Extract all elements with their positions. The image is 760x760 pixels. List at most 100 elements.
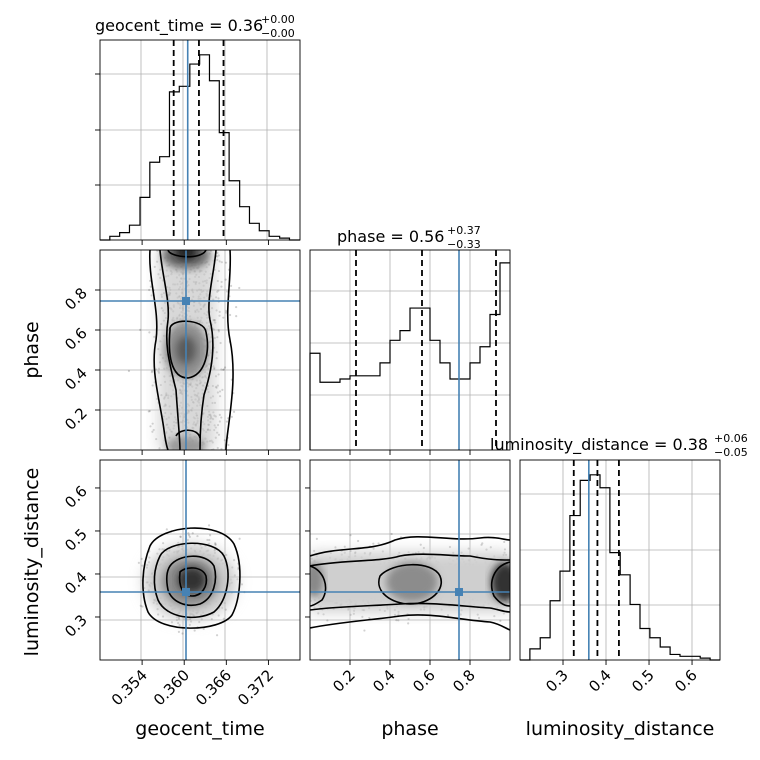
sample-point	[227, 443, 230, 447]
sample-point	[229, 313, 232, 317]
xtick-label-phase: 0.2	[329, 666, 359, 696]
ytick-label-phase: 0.2	[61, 404, 91, 434]
xtick-label-phase: 0.6	[409, 666, 439, 696]
sample-point	[187, 532, 190, 535]
density-geocent-time-luminosity-distance	[144, 544, 236, 620]
sample-point	[161, 548, 164, 551]
sample-point	[476, 613, 479, 616]
ytick-label-phase: 0.8	[61, 284, 91, 314]
frame-luminosity-distance-hist	[519, 459, 721, 661]
title-phase-main: phase = 0.56	[337, 227, 444, 246]
sample-point	[349, 549, 352, 553]
sample-point	[220, 261, 223, 264]
xtick-label-luminosity_distance: 0.3	[542, 666, 572, 696]
sample-point	[140, 557, 143, 560]
sample-point	[238, 286, 241, 290]
histogram-luminosity-distance	[520, 460, 720, 661]
sample-point	[177, 621, 180, 625]
sample-point	[217, 297, 220, 300]
sample-point	[372, 542, 375, 545]
title-geocent-time: geocent_time = 0.36 +0.00 −0.00	[95, 13, 295, 40]
sample-point	[179, 535, 182, 538]
sample-point	[407, 622, 410, 625]
sample-point	[139, 328, 142, 331]
xtick-label-geocent_time: 0.360	[150, 666, 193, 709]
sample-point	[147, 561, 151, 564]
sample-point	[148, 556, 151, 559]
sample-point	[502, 612, 505, 615]
sample-point	[186, 538, 189, 542]
ytick-label-phase: 0.4	[61, 364, 91, 394]
sample-point	[467, 547, 470, 550]
sample-point	[146, 563, 149, 567]
sample-point	[220, 285, 223, 288]
title-geocent-time-sub: −0.00	[261, 27, 295, 40]
sample-point	[225, 309, 228, 312]
xtick-label-phase: 0.8	[449, 666, 479, 696]
sample-point	[229, 284, 233, 288]
sample-point	[224, 608, 227, 611]
sample-point	[225, 553, 228, 557]
sample-point	[236, 578, 239, 581]
sample-point	[493, 615, 496, 618]
sample-point	[217, 254, 220, 257]
sample-point	[151, 430, 154, 433]
sample-point	[503, 540, 506, 544]
sample-point	[225, 311, 228, 314]
sample-point	[217, 614, 220, 617]
sample-point	[218, 390, 222, 393]
sample-point	[191, 532, 194, 535]
sample-point	[499, 619, 502, 622]
sample-point	[150, 294, 153, 297]
xtick-label-geocent_time: 0.354	[108, 666, 151, 709]
sample-point	[235, 305, 238, 309]
sample-point	[222, 617, 225, 620]
xlabel-phase: phase	[381, 718, 438, 740]
sample-point	[223, 366, 227, 369]
contours-phase-luminosity-distance	[310, 535, 510, 631]
sample-point	[480, 543, 483, 546]
sample-point	[317, 612, 320, 615]
hist-steps-geocent_time	[100, 54, 300, 241]
sample-point	[217, 373, 220, 376]
title-phase-sup: +0.37	[447, 224, 481, 237]
sample-point	[230, 415, 233, 418]
grid-geocent-time-hist	[100, 40, 300, 240]
sample-point	[207, 542, 211, 545]
sample-point	[148, 288, 151, 292]
truth-point-geocent-time-luminosity-distance	[182, 588, 190, 596]
frame-phase-hist	[309, 249, 511, 451]
sample-point	[153, 265, 156, 268]
sample-point	[151, 369, 154, 372]
sample-point	[390, 532, 393, 536]
sample-point	[237, 568, 240, 571]
sample-point	[147, 410, 150, 413]
title-luminosity-distance: luminosity_distance = 0.38 +0.06 −0.05	[490, 432, 748, 459]
sample-point	[216, 391, 219, 394]
sample-point	[240, 583, 244, 586]
frame-2d-geocent-time-phase	[99, 249, 301, 451]
sample-point	[165, 528, 168, 531]
sample-point	[397, 619, 400, 622]
sample-point	[148, 409, 151, 413]
sample-point	[137, 561, 140, 564]
ytick-label-phase: 0.6	[61, 324, 91, 354]
sample-point	[363, 629, 366, 632]
sample-point	[377, 542, 380, 545]
sample-point	[161, 615, 165, 618]
sample-point	[459, 613, 462, 616]
xtick-label-luminosity_distance: 0.5	[628, 666, 658, 696]
sample-point	[215, 309, 218, 312]
sample-point	[155, 368, 158, 371]
xlabel-luminosity-distance: luminosity_distance	[526, 718, 715, 740]
xtick-label-phase: 0.4	[369, 666, 399, 696]
sample-point	[220, 447, 223, 450]
panel-hist-luminosity-distance	[519, 459, 721, 661]
sample-point	[207, 524, 211, 527]
sample-point	[222, 368, 226, 371]
sample-point	[368, 616, 371, 620]
sample-point	[202, 627, 205, 630]
sample-point	[216, 251, 219, 254]
sample-point	[206, 538, 209, 542]
sample-point	[220, 368, 223, 371]
